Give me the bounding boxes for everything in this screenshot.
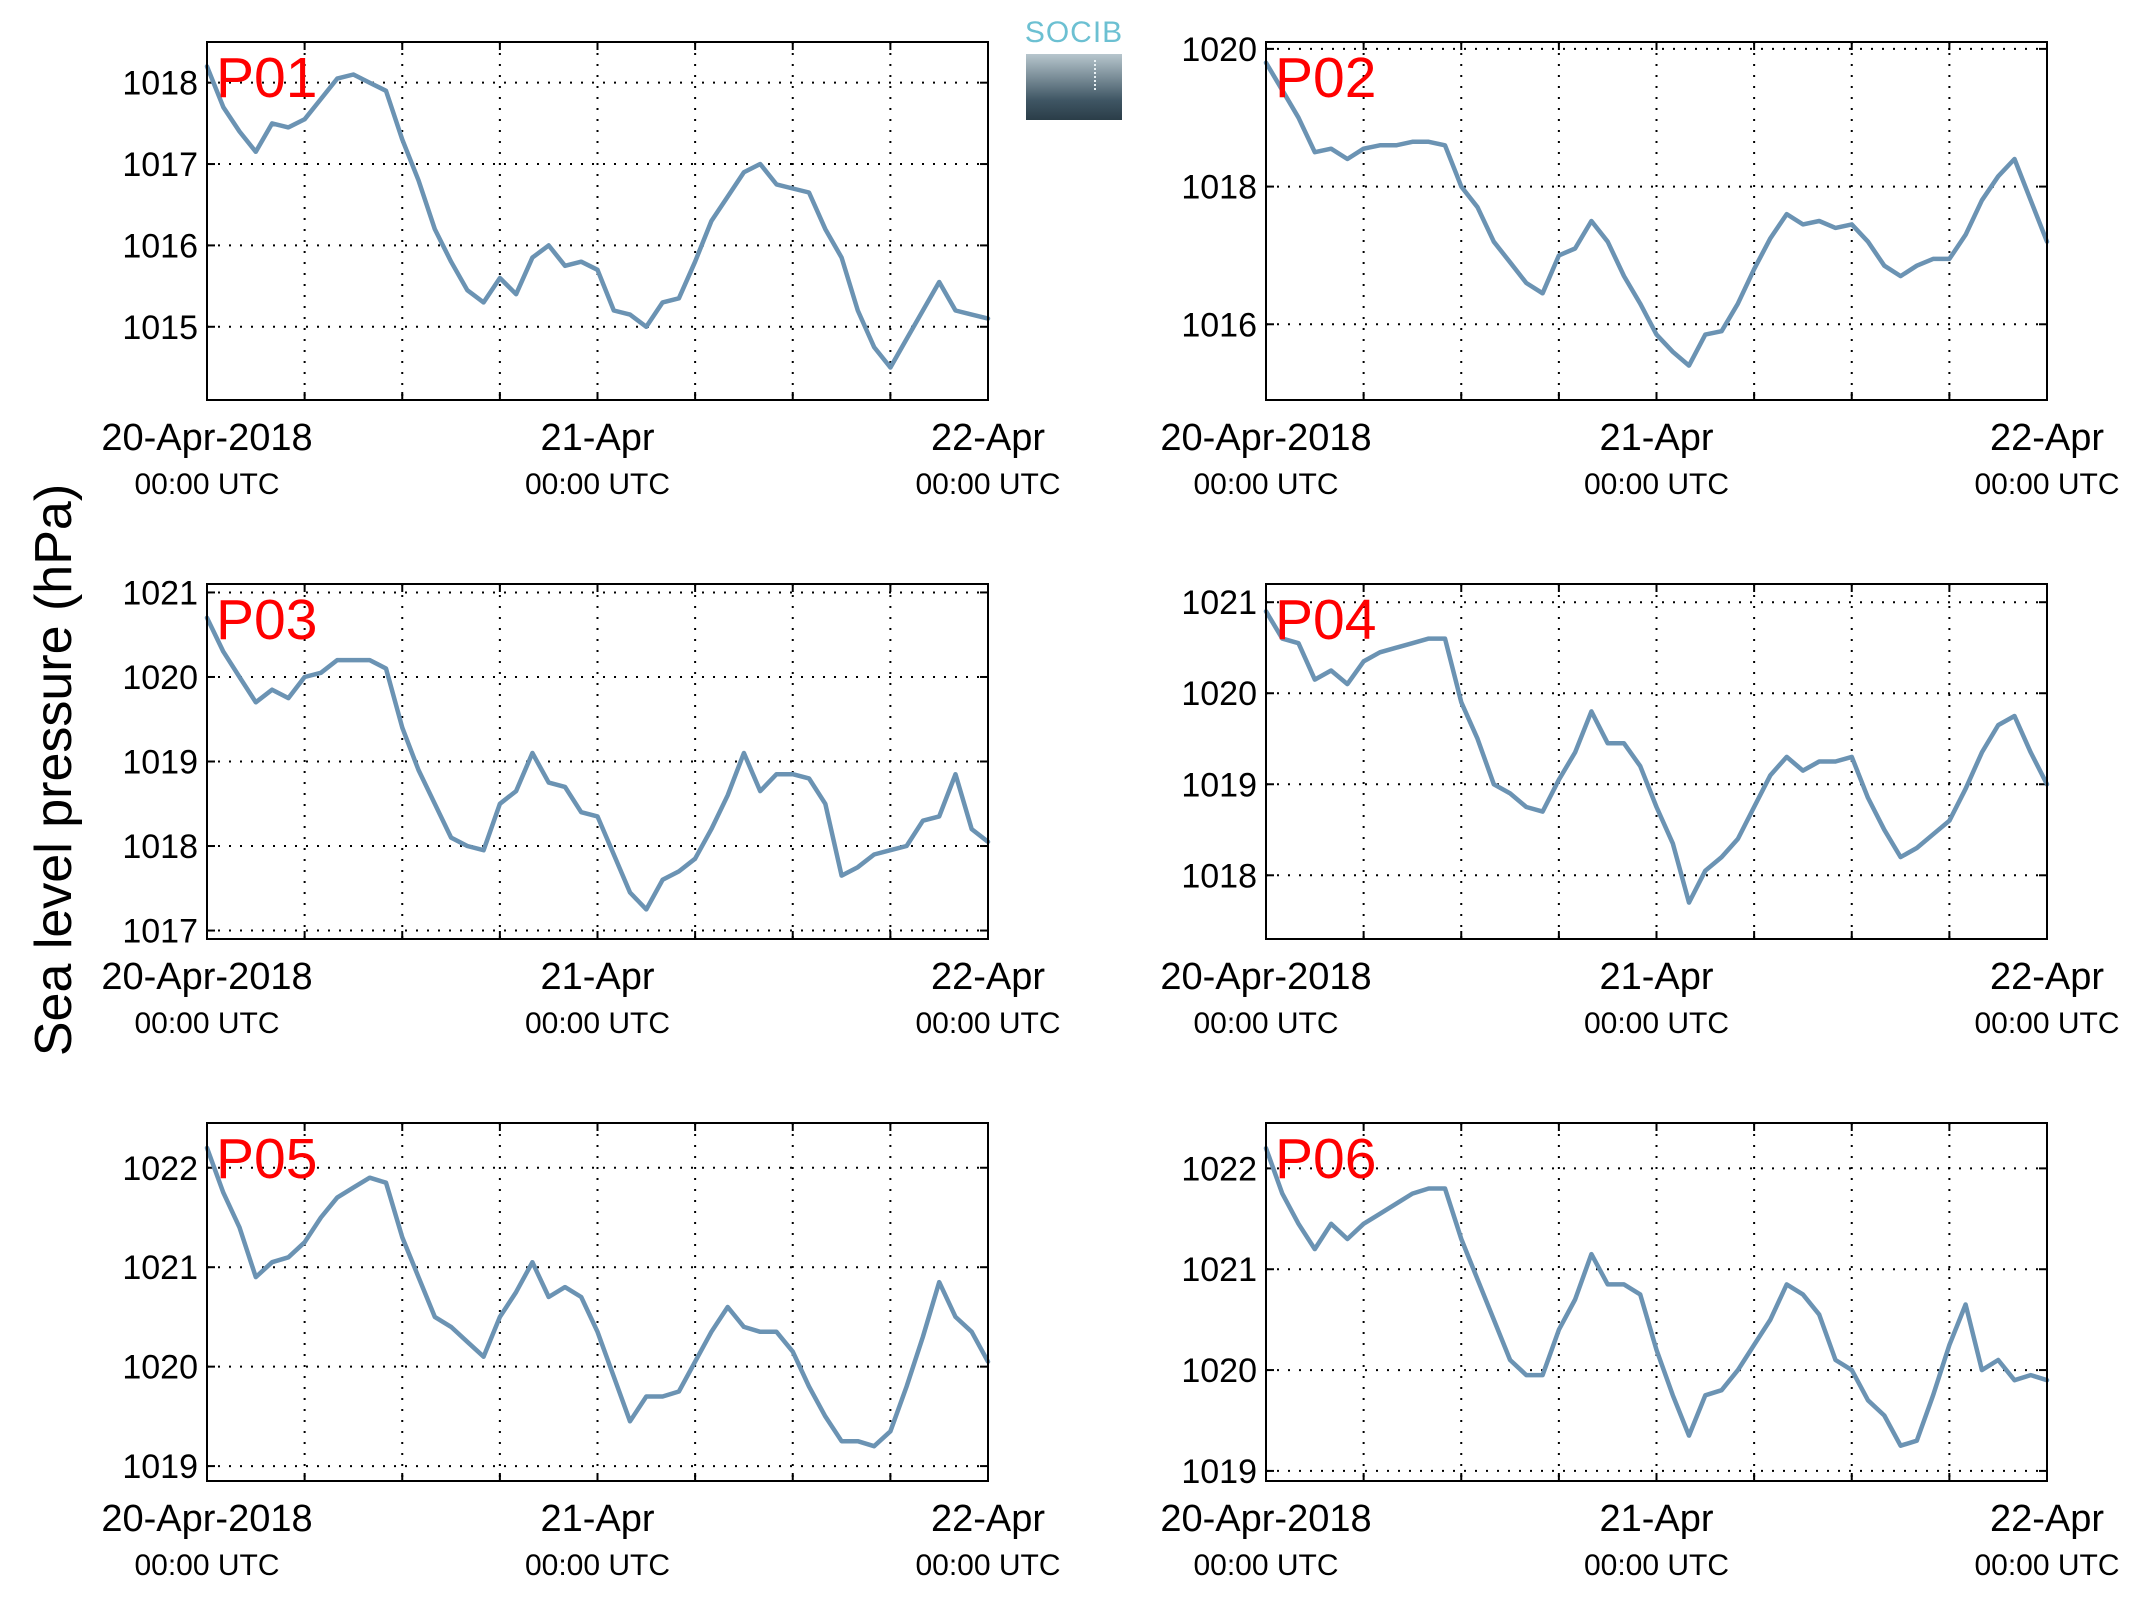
y-tick-label: 1017 xyxy=(122,146,198,184)
panel-label: P01 xyxy=(216,46,317,110)
x-tick-label-date: 21-Apr xyxy=(1599,956,1713,998)
y-tick-label: 1022 xyxy=(1181,1150,1257,1188)
y-tick-label: 1020 xyxy=(1181,675,1257,713)
y-tick-label: 1021 xyxy=(1181,584,1257,622)
y-tick-label: 1015 xyxy=(122,309,198,347)
panel-label: P04 xyxy=(1275,588,1376,652)
y-tick-label: 1017 xyxy=(122,913,198,951)
y-tick-label: 1019 xyxy=(122,1448,198,1486)
plot-frame xyxy=(206,583,989,940)
y-tick-label: 1020 xyxy=(1181,31,1257,69)
x-tick-label-time: 00:00 UTC xyxy=(1584,1549,1729,1582)
y-tick-label: 1021 xyxy=(1181,1251,1257,1289)
x-tick-label-time: 00:00 UTC xyxy=(1193,468,1338,501)
panel-label: P03 xyxy=(216,588,317,652)
y-tick-label: 1022 xyxy=(122,1150,198,1188)
x-tick-label-date: 22-Apr xyxy=(931,956,1045,998)
x-tick-label-time: 00:00 UTC xyxy=(1974,468,2119,501)
x-tick-label-time: 00:00 UTC xyxy=(525,468,670,501)
data-line-p06 xyxy=(1263,1145,2050,1448)
x-tick-label-time: 00:00 UTC xyxy=(1974,1549,2119,1582)
panel-label: P06 xyxy=(1275,1127,1376,1191)
socib-logo: SOCIB xyxy=(1024,16,1124,122)
x-tick-label-date: 22-Apr xyxy=(1990,956,2104,998)
x-tick-label-time: 00:00 UTC xyxy=(1584,468,1729,501)
y-tick-label: 1019 xyxy=(1181,1453,1257,1491)
y-tick-label: 1018 xyxy=(1181,857,1257,895)
y-tick-label: 1021 xyxy=(122,1249,198,1287)
panel-label: P02 xyxy=(1275,46,1376,110)
y-tick-label: 1020 xyxy=(122,659,198,697)
data-line-p04 xyxy=(1263,609,2050,905)
x-tick-label-time: 00:00 UTC xyxy=(525,1007,670,1040)
x-tick-label-date: 21-Apr xyxy=(1599,1498,1713,1540)
data-line-p05 xyxy=(204,1145,991,1449)
logo-text: SOCIB xyxy=(1024,16,1124,49)
data-line-p01 xyxy=(204,64,991,370)
y-tick-label: 1016 xyxy=(122,227,198,265)
logo-graphic xyxy=(1026,54,1122,120)
x-tick-label-date: 20-Apr-2018 xyxy=(101,417,312,459)
x-tick-label-date: 20-Apr-2018 xyxy=(101,1498,312,1540)
x-tick-label-time: 00:00 UTC xyxy=(525,1549,670,1582)
x-tick-label-time: 00:00 UTC xyxy=(134,468,279,501)
y-tick-label: 1018 xyxy=(122,65,198,103)
plot-frame xyxy=(1265,583,2048,940)
x-tick-label-time: 00:00 UTC xyxy=(1193,1007,1338,1040)
x-tick-label-date: 22-Apr xyxy=(1990,1498,2104,1540)
x-tick-label-date: 22-Apr xyxy=(931,417,1045,459)
x-tick-label-date: 21-Apr xyxy=(540,1498,654,1540)
x-tick-label-date: 20-Apr-2018 xyxy=(1160,1498,1371,1540)
x-tick-label-time: 00:00 UTC xyxy=(1584,1007,1729,1040)
data-line-p03 xyxy=(204,615,991,912)
x-tick-label-time: 00:00 UTC xyxy=(1974,1007,2119,1040)
x-tick-label-time: 00:00 UTC xyxy=(134,1007,279,1040)
x-tick-label-time: 00:00 UTC xyxy=(915,1549,1060,1582)
y-tick-label: 1020 xyxy=(1181,1352,1257,1390)
plot-frame xyxy=(206,1122,989,1482)
panel-label: P05 xyxy=(216,1127,317,1191)
y-tick-label: 1019 xyxy=(122,744,198,782)
y-tick-label: 1021 xyxy=(122,574,198,612)
data-line-p02 xyxy=(1263,60,2050,368)
y-tick-label: 1019 xyxy=(1181,766,1257,804)
x-tick-label-date: 21-Apr xyxy=(540,417,654,459)
plot-frame xyxy=(1265,41,2048,401)
y-tick-label: 1018 xyxy=(1181,169,1257,207)
x-tick-label-time: 00:00 UTC xyxy=(1193,1549,1338,1582)
x-tick-label-date: 20-Apr-2018 xyxy=(101,956,312,998)
y-tick-label: 1020 xyxy=(122,1349,198,1387)
plot-frame xyxy=(206,41,989,401)
y-tick-label: 1016 xyxy=(1181,306,1257,344)
x-tick-label-date: 22-Apr xyxy=(931,1498,1045,1540)
x-tick-label-date: 21-Apr xyxy=(540,956,654,998)
plot-frame xyxy=(1265,1122,2048,1482)
x-tick-label-time: 00:00 UTC xyxy=(915,468,1060,501)
x-tick-label-time: 00:00 UTC xyxy=(134,1549,279,1582)
x-tick-label-time: 00:00 UTC xyxy=(915,1007,1060,1040)
y-tick-label: 1018 xyxy=(122,828,198,866)
x-tick-label-date: 20-Apr-2018 xyxy=(1160,956,1371,998)
x-tick-label-date: 22-Apr xyxy=(1990,417,2104,459)
x-tick-label-date: 20-Apr-2018 xyxy=(1160,417,1371,459)
x-tick-label-date: 21-Apr xyxy=(1599,417,1713,459)
